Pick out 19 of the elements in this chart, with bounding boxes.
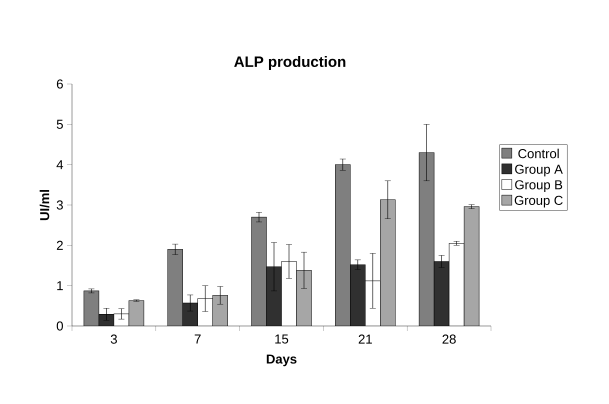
y-tick-label: 0 xyxy=(56,321,63,331)
chart-title: ALP production xyxy=(234,56,346,70)
legend-label: Control xyxy=(518,148,559,158)
x-tick-label: 15 xyxy=(275,334,288,344)
y-tick-label: 5 xyxy=(56,120,63,129)
y-tick-label: 1 xyxy=(57,281,63,290)
x-tick-label: 28 xyxy=(442,334,456,344)
x-tick-label: 3 xyxy=(110,334,117,344)
x-tick-label: 7 xyxy=(194,334,201,344)
legend-label: Group C xyxy=(514,196,563,208)
y-axis-title: UI/ml xyxy=(40,190,50,220)
legend-label: Group B xyxy=(515,180,562,192)
y-tick-label: 4 xyxy=(56,160,64,170)
y-tick-label: 2 xyxy=(56,240,63,250)
x-axis-title: Days xyxy=(266,354,297,366)
y-tick-label: 3 xyxy=(56,200,63,210)
x-tick-label: 21 xyxy=(358,334,372,344)
y-tick-label: 6 xyxy=(56,79,63,89)
legend-label: Group A xyxy=(515,164,563,176)
